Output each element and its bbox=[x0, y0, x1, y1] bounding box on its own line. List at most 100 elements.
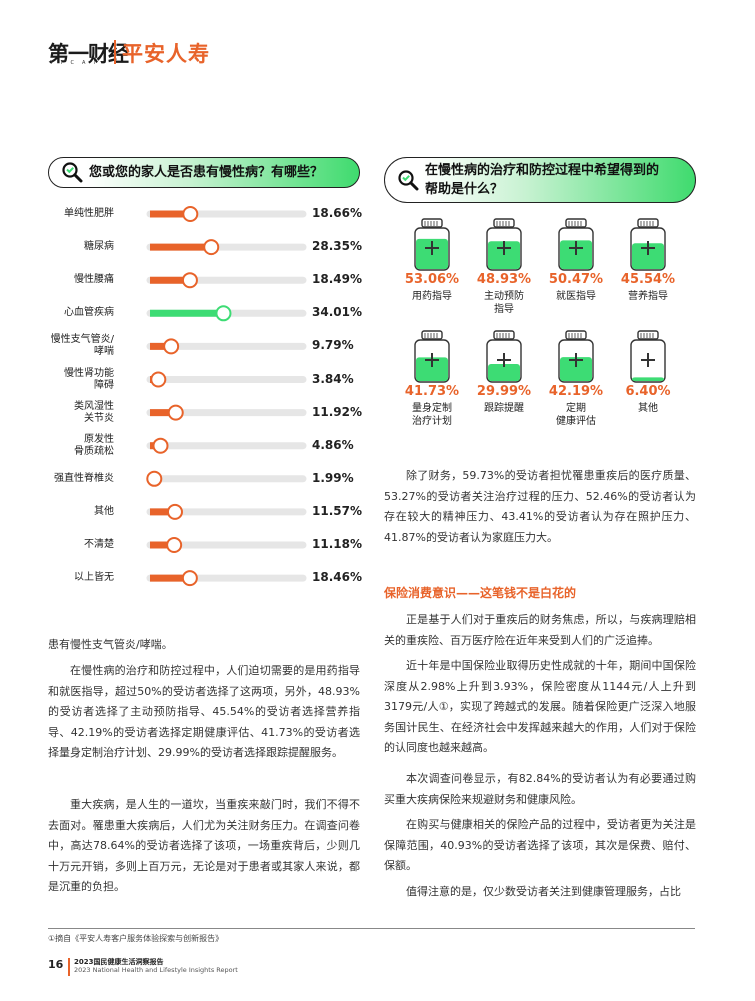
footnote: ①摘自《平安人寿客户服务体验探索与创新报告》 bbox=[48, 934, 224, 943]
help-item-label: 其他 bbox=[638, 403, 658, 414]
medicine-bottle-icon bbox=[554, 218, 598, 272]
category-label-line: 慢性支气管炎/ bbox=[50, 334, 114, 346]
left-question-text: 您或您的家人是否患有慢性病？有哪些？ bbox=[89, 165, 324, 180]
category-label-line: 糖尿病 bbox=[84, 241, 114, 253]
bar-end-marker-5 bbox=[150, 371, 167, 388]
help-item-label: 治疗计划 bbox=[412, 416, 452, 427]
section-subheading: 保险消费意识——这笔钱不是白花的 bbox=[384, 586, 577, 600]
right-paragraph-1: 除了财务，59.73%的受访者担忧罹患重疾后的医疗质量、53.27%的受访者关注… bbox=[384, 469, 696, 544]
left-question-pill: 您或您的家人是否患有慢性病？有哪些？ bbox=[48, 157, 360, 188]
bar-end-marker-7 bbox=[152, 437, 169, 454]
bar-end-marker-8 bbox=[146, 470, 163, 487]
right-question-line1: 在慢性病的治疗和防控过程中希望得到的 bbox=[425, 163, 660, 178]
category-label-line: 类风湿性 bbox=[74, 400, 114, 412]
value-label-7: 4.86% bbox=[312, 437, 354, 452]
value-label-6: 11.92% bbox=[312, 404, 362, 419]
bar-end-marker-1 bbox=[203, 239, 220, 256]
category-label-line: 慢性腰痛 bbox=[74, 274, 114, 286]
help-item-label: 量身定制 bbox=[412, 403, 452, 414]
help-item-label: 定期 bbox=[566, 403, 586, 414]
help-item-percent: 29.99% bbox=[476, 384, 532, 399]
category-label-1: 糖尿病 bbox=[14, 241, 114, 253]
category-label-line: 骨质疏松 bbox=[74, 445, 114, 457]
page-number: 16 bbox=[48, 958, 64, 971]
help-item-label: 营养指导 bbox=[628, 291, 668, 302]
category-label-line: 以上皆无 bbox=[74, 572, 114, 584]
help-item-percent: 45.54% bbox=[620, 272, 676, 287]
value-label-5: 3.84% bbox=[312, 371, 354, 386]
left-paragraph-2: 在慢性病的治疗和防控过程中，人们迫切需要的是用药指导和就医指导，超过50%的受访… bbox=[48, 664, 360, 760]
bar-end-marker-2 bbox=[181, 272, 198, 289]
report-title-en: 2023 National Health and Lifestyle Insig… bbox=[74, 966, 238, 974]
value-label-1: 28.35% bbox=[312, 239, 362, 254]
help-item-percent: 41.73% bbox=[404, 384, 460, 399]
category-label-9: 其他 bbox=[14, 506, 114, 518]
value-label-3: 34.01% bbox=[312, 305, 362, 320]
category-label-8: 强直性脊椎炎 bbox=[14, 473, 114, 485]
category-label-0: 单纯性肥胖 bbox=[14, 208, 114, 220]
category-label-4: 慢性支气管炎/哮喘 bbox=[14, 334, 114, 358]
help-item-label: 指导 bbox=[494, 304, 514, 315]
right-paragraph-4: 本次调查问卷显示，有82.84%的受访者认为有必要通过购买重大疾病保险来规避财务… bbox=[384, 772, 696, 806]
category-label-2: 慢性腰痛 bbox=[14, 274, 114, 286]
help-item-percent: 53.06% bbox=[404, 272, 460, 287]
bar-end-marker-11 bbox=[181, 570, 198, 587]
medicine-bottle-icon bbox=[410, 218, 454, 272]
right-question-line2: 帮助是什么？ bbox=[425, 182, 504, 197]
bar-end-marker-4 bbox=[163, 338, 180, 355]
value-label-11: 18.46% bbox=[312, 570, 362, 585]
value-label-4: 9.79% bbox=[312, 338, 354, 353]
value-label-0: 18.66% bbox=[312, 206, 362, 220]
value-label-2: 18.49% bbox=[312, 272, 362, 287]
right-paragraph-3: 近十年是中国保险业取得历史性成就的十年，期间中国保险深度从2.98%上升到3.9… bbox=[384, 659, 696, 755]
logo-divider bbox=[114, 40, 116, 64]
category-label-line: 障碍 bbox=[94, 379, 114, 391]
category-label-line: 强直性脊椎炎 bbox=[54, 472, 114, 484]
magnifier-icon bbox=[62, 162, 83, 183]
medicine-bottle-icon bbox=[626, 330, 670, 384]
value-label-10: 11.18% bbox=[312, 537, 362, 551]
medicine-bottle-icon bbox=[626, 218, 670, 272]
help-item-label: 跟踪提醒 bbox=[484, 403, 524, 414]
bar-end-marker-6 bbox=[167, 404, 184, 421]
category-label-line: 哮喘 bbox=[94, 346, 114, 358]
bar-end-marker-3 bbox=[215, 305, 232, 322]
help-item-label: 就医指导 bbox=[556, 291, 596, 302]
category-label-3: 心血管疾病 bbox=[14, 307, 114, 319]
yicai-logo: 第一财经 bbox=[48, 42, 129, 66]
right-paragraph-2: 正是基于人们对于重疾后的财务焦虑，所以，与疾病理赔相关的重疾险、百万医疗险在近年… bbox=[384, 613, 696, 647]
bar-end-marker-9 bbox=[166, 503, 183, 520]
right-paragraph-6: 值得注意的是，仅少数受访者关注到健康管理服务，占比 bbox=[406, 885, 681, 898]
right-question-pill: 在慢性病的治疗和防控过程中希望得到的 帮助是什么？ bbox=[384, 157, 696, 203]
report-title-cn: 2023国民健康生活洞察报告 bbox=[74, 958, 164, 966]
medicine-bottle-icon bbox=[554, 330, 598, 384]
category-label-5: 慢性肾功能 障碍 bbox=[14, 368, 114, 392]
help-item-label: 用药指导 bbox=[412, 291, 452, 302]
category-label-line: 其他 bbox=[94, 505, 114, 517]
yicai-logo-sub: YICAI bbox=[50, 60, 103, 66]
bar-end-marker-10 bbox=[166, 537, 183, 553]
category-label-line: 原发性 bbox=[84, 433, 114, 445]
bar-end-marker-0 bbox=[182, 206, 199, 222]
medicine-bottle-icon bbox=[482, 218, 526, 272]
category-label-line: 关节炎 bbox=[84, 412, 114, 424]
value-label-8: 1.99% bbox=[312, 470, 354, 485]
help-item-label: 健康评估 bbox=[556, 416, 596, 427]
category-label-11: 以上皆无 bbox=[14, 572, 114, 584]
footer-divider bbox=[68, 958, 70, 976]
pingan-logo: 平安人寿 bbox=[122, 42, 210, 66]
left-paragraph-3: 重大疾病，是人生的一道坎，当重疾来敲门时，我们不得不去面对。罹患重大疾病后，人们… bbox=[48, 798, 360, 894]
category-label-line: 单纯性肥胖 bbox=[64, 208, 114, 219]
help-item-label: 主动预防 bbox=[484, 291, 524, 302]
medicine-bottle-icon bbox=[410, 330, 454, 384]
help-item-percent: 48.93% bbox=[476, 272, 532, 287]
left-paragraph-1: 患有慢性支气管炎/哮喘。 bbox=[48, 638, 173, 651]
category-label-10: 不清楚 bbox=[14, 539, 114, 551]
right-paragraph-5: 在购买与健康相关的保险产品的过程中，受访者更为关注是保障范围，40.93%的受访… bbox=[384, 818, 696, 873]
help-item-percent: 50.47% bbox=[548, 272, 604, 287]
category-label-line: 不清楚 bbox=[84, 539, 114, 550]
footnote-rule bbox=[48, 928, 695, 929]
category-label-7: 原发性 骨质疏松 bbox=[14, 434, 114, 458]
category-label-line: 慢性肾功能 bbox=[64, 367, 114, 379]
